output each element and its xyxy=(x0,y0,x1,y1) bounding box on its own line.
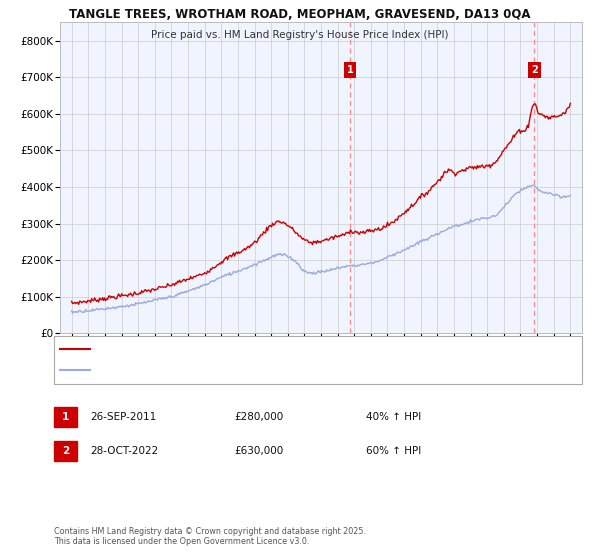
Text: 2: 2 xyxy=(62,446,69,456)
Text: 26-SEP-2011: 26-SEP-2011 xyxy=(90,412,156,422)
Text: 40% ↑ HPI: 40% ↑ HPI xyxy=(366,412,421,422)
Text: £280,000: £280,000 xyxy=(234,412,283,422)
Text: 1: 1 xyxy=(62,412,69,422)
Text: 28-OCT-2022: 28-OCT-2022 xyxy=(90,446,158,456)
Text: Contains HM Land Registry data © Crown copyright and database right 2025.
This d: Contains HM Land Registry data © Crown c… xyxy=(54,526,366,546)
Text: £630,000: £630,000 xyxy=(234,446,283,456)
Text: TANGLE TREES, WROTHAM ROAD, MEOPHAM, GRAVESEND, DA13 0QA (semi-detached house): TANGLE TREES, WROTHAM ROAD, MEOPHAM, GRA… xyxy=(96,345,490,354)
Text: 2: 2 xyxy=(531,65,538,75)
Text: HPI: Average price, semi-detached house, Gravesham: HPI: Average price, semi-detached house,… xyxy=(96,366,323,375)
Text: Price paid vs. HM Land Registry's House Price Index (HPI): Price paid vs. HM Land Registry's House … xyxy=(151,30,449,40)
Text: 1: 1 xyxy=(347,65,353,75)
Text: 60% ↑ HPI: 60% ↑ HPI xyxy=(366,446,421,456)
Text: TANGLE TREES, WROTHAM ROAD, MEOPHAM, GRAVESEND, DA13 0QA: TANGLE TREES, WROTHAM ROAD, MEOPHAM, GRA… xyxy=(69,8,531,21)
